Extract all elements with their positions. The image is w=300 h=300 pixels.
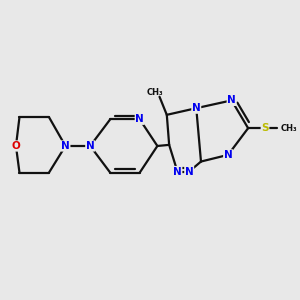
Text: N: N bbox=[86, 141, 94, 151]
Text: N: N bbox=[61, 141, 70, 151]
Text: N: N bbox=[173, 167, 182, 177]
Text: S: S bbox=[261, 123, 269, 133]
Text: CH₃: CH₃ bbox=[280, 124, 297, 133]
Text: N: N bbox=[224, 150, 233, 160]
Text: N: N bbox=[185, 167, 194, 177]
Text: O: O bbox=[12, 141, 20, 151]
Text: CH₃: CH₃ bbox=[147, 88, 164, 97]
Text: N: N bbox=[227, 95, 236, 105]
Text: N: N bbox=[192, 103, 201, 113]
Text: N: N bbox=[135, 114, 144, 124]
